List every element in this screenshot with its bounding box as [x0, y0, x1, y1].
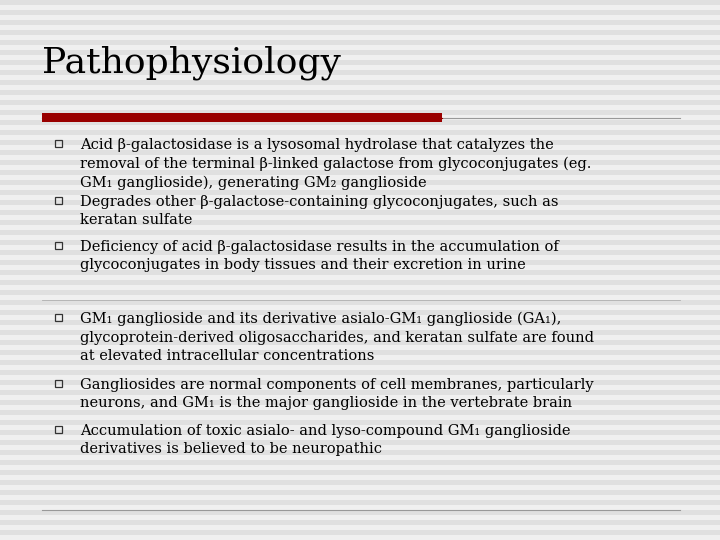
Bar: [0, 20, 720, 25]
Text: GM₁ ganglioside and its derivative asialo-GM₁ ganglioside (GA₁),
glycoprotein-de: GM₁ ganglioside and its derivative asial…: [80, 312, 594, 363]
Bar: [0, 390, 720, 395]
Bar: [0, 280, 720, 285]
Bar: [0, 250, 720, 255]
Bar: [0, 90, 720, 95]
Bar: [0, 440, 720, 445]
Bar: [0, 60, 720, 65]
Bar: [0, 140, 720, 145]
Bar: [0, 460, 720, 465]
Bar: [0, 490, 720, 495]
Bar: [55, 197, 61, 204]
Bar: [0, 290, 720, 295]
Bar: [0, 340, 720, 345]
Bar: [0, 30, 720, 35]
Bar: [0, 410, 720, 415]
Bar: [0, 100, 720, 105]
Bar: [0, 300, 720, 305]
Bar: [0, 430, 720, 435]
Bar: [0, 520, 720, 525]
Text: Gangliosides are normal components of cell membranes, particularly
neurons, and : Gangliosides are normal components of ce…: [80, 378, 593, 410]
Bar: [0, 370, 720, 375]
Bar: [55, 314, 61, 321]
Bar: [0, 450, 720, 455]
Bar: [0, 130, 720, 135]
Bar: [0, 320, 720, 325]
Bar: [42, 113, 442, 122]
Bar: [0, 0, 720, 5]
Bar: [0, 80, 720, 85]
Bar: [0, 150, 720, 155]
Bar: [0, 210, 720, 215]
Text: Degrades other β-galactose-containing glycoconjugates, such as
keratan sulfate: Degrades other β-galactose-containing gl…: [80, 195, 559, 227]
Bar: [0, 270, 720, 275]
Bar: [55, 241, 61, 248]
Bar: [0, 310, 720, 315]
Bar: [0, 240, 720, 245]
Bar: [0, 200, 720, 205]
Bar: [0, 40, 720, 45]
Bar: [0, 70, 720, 75]
Bar: [0, 120, 720, 125]
Bar: [55, 380, 61, 387]
Bar: [0, 50, 720, 55]
Bar: [0, 530, 720, 535]
Bar: [0, 400, 720, 405]
Bar: [0, 330, 720, 335]
Bar: [0, 160, 720, 165]
Bar: [0, 190, 720, 195]
Bar: [0, 360, 720, 365]
Text: Accumulation of toxic asialo- and lyso-compound GM₁ ganglioside
derivatives is b: Accumulation of toxic asialo- and lyso-c…: [80, 424, 570, 456]
Bar: [0, 260, 720, 265]
Text: Deficiency of acid β-galactosidase results in the accumulation of
glycoconjugate: Deficiency of acid β-galactosidase resul…: [80, 240, 559, 272]
Text: Acid β-galactosidase is a lysosomal hydrolase that catalyzes the
removal of the : Acid β-galactosidase is a lysosomal hydr…: [80, 138, 591, 190]
Bar: [0, 470, 720, 475]
Bar: [0, 220, 720, 225]
Bar: [0, 480, 720, 485]
Bar: [0, 510, 720, 515]
Bar: [0, 230, 720, 235]
Bar: [0, 170, 720, 175]
Bar: [55, 139, 61, 146]
Text: Pathophysiology: Pathophysiology: [42, 45, 341, 79]
Bar: [0, 500, 720, 505]
Bar: [0, 350, 720, 355]
Bar: [0, 380, 720, 385]
Bar: [0, 110, 720, 115]
Bar: [0, 180, 720, 185]
Bar: [0, 420, 720, 425]
Bar: [55, 426, 61, 433]
Bar: [0, 10, 720, 15]
